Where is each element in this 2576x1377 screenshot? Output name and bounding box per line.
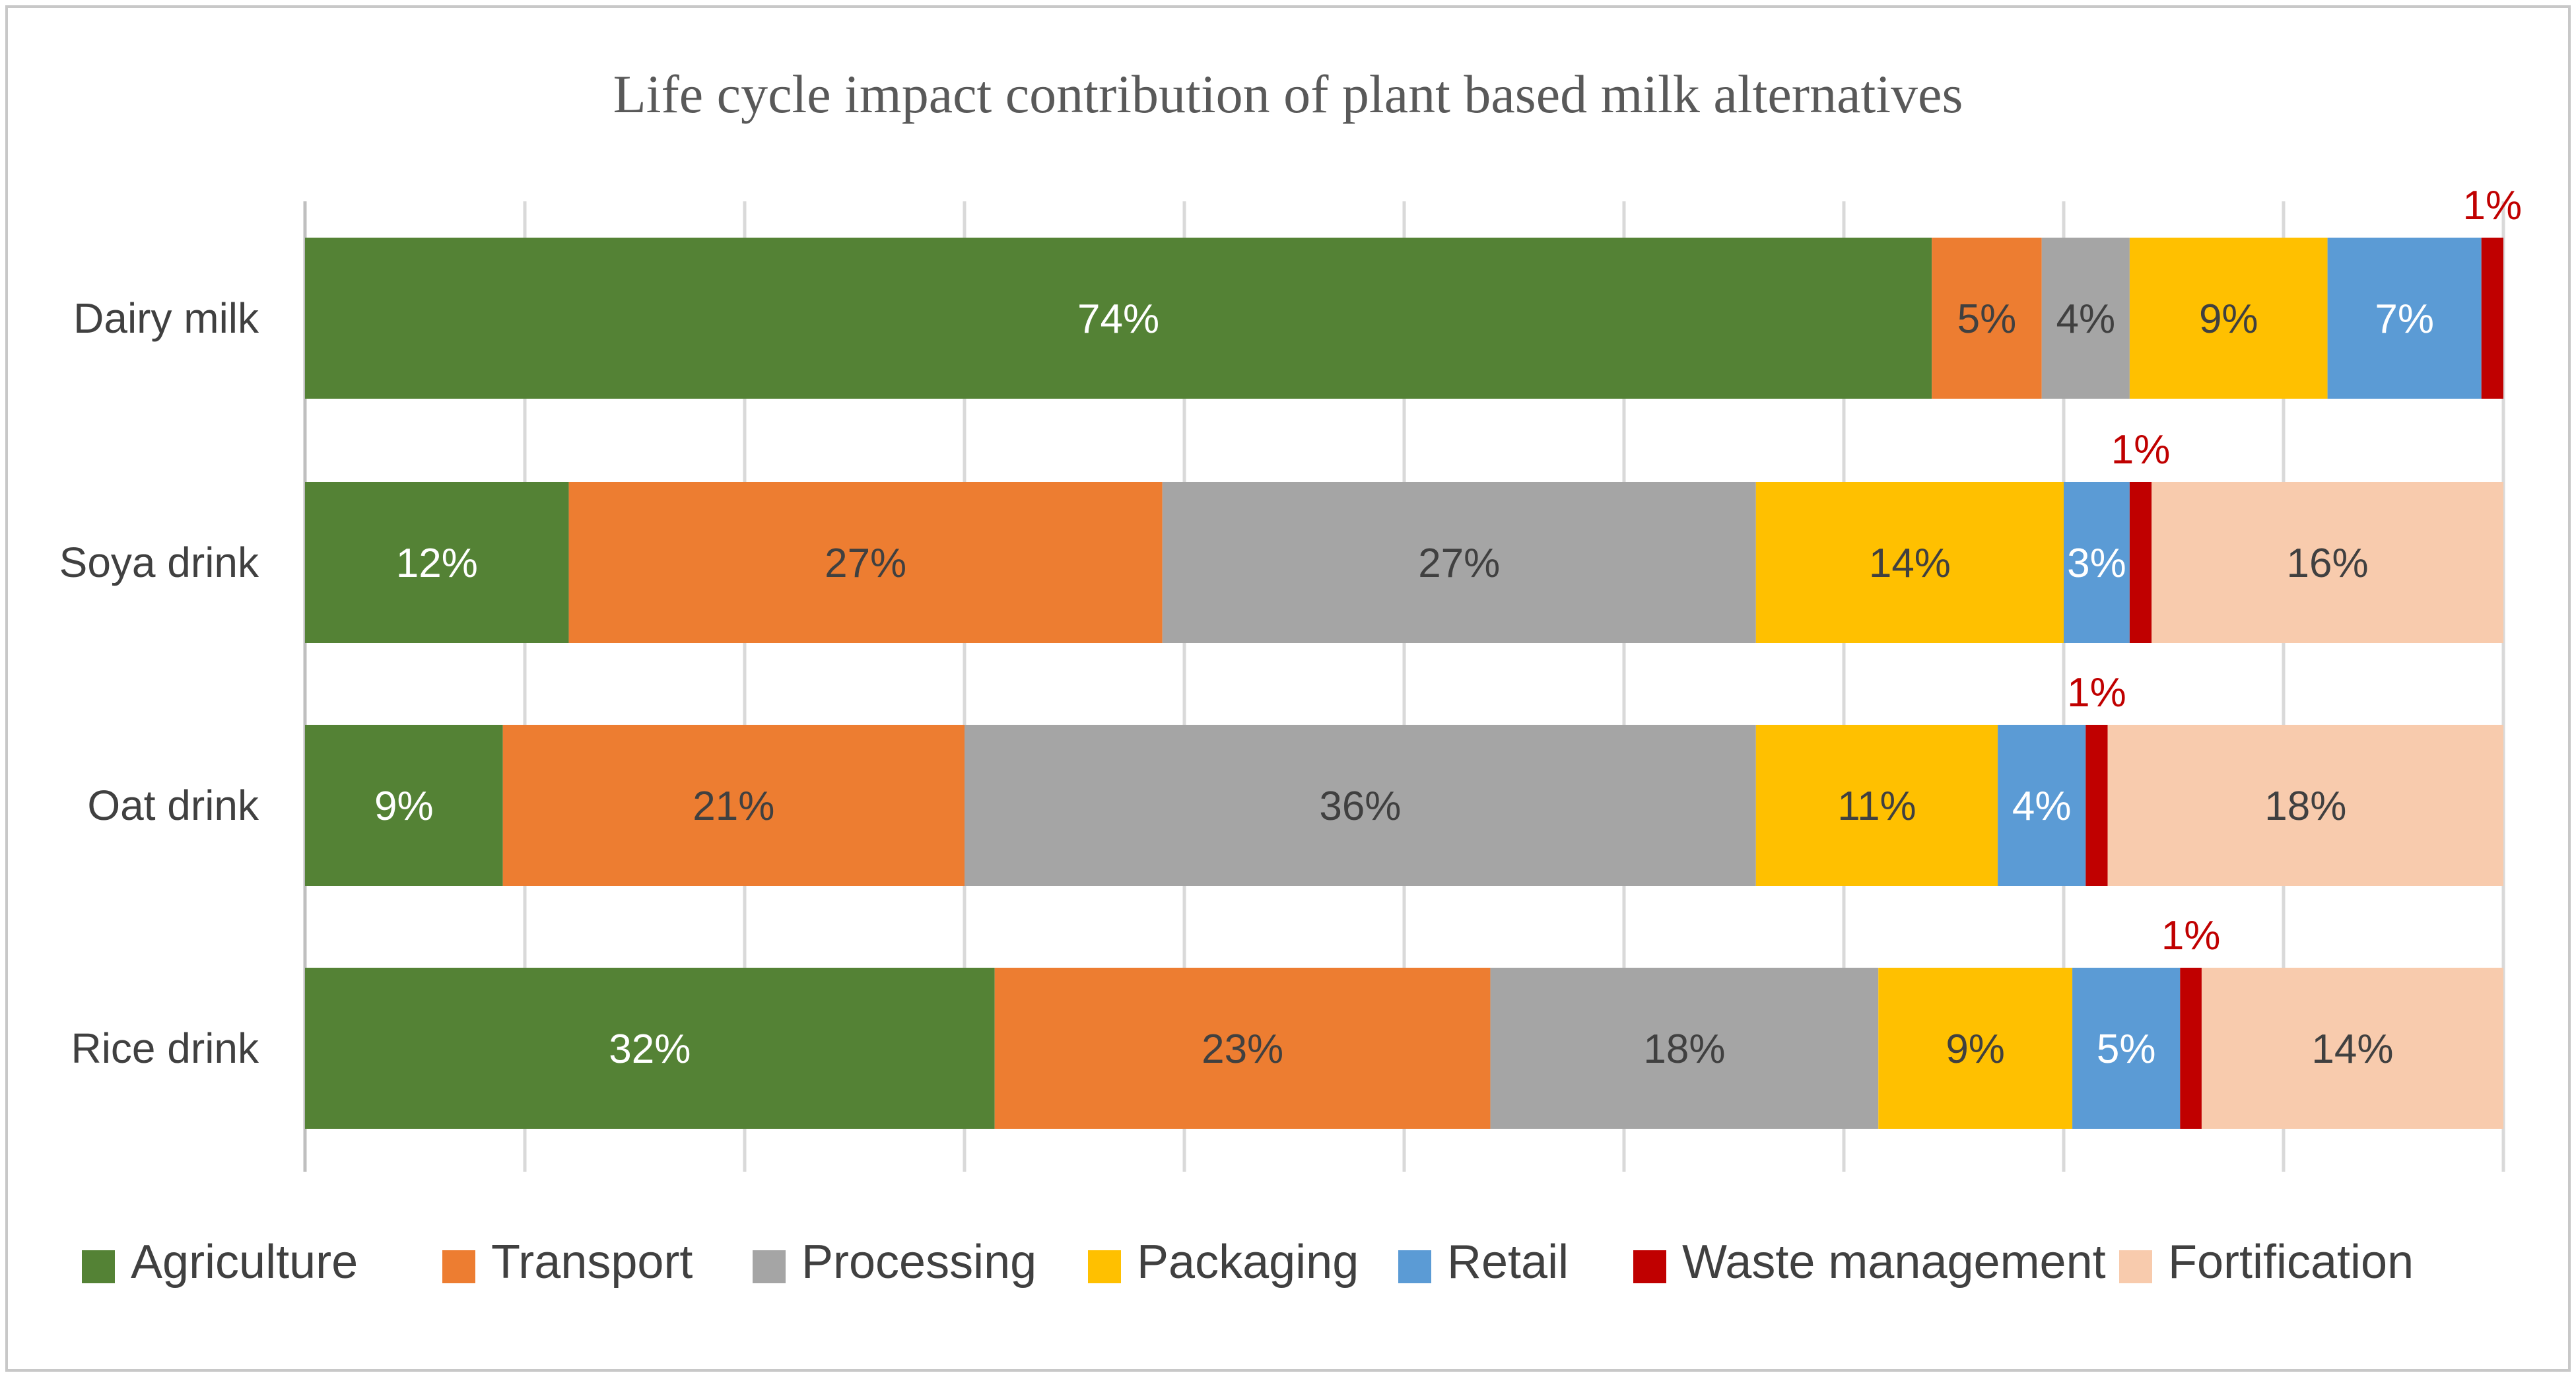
bar-rice-drink-retail [2072,968,2181,1129]
bar-oat-drink-waste-management [2085,725,2108,886]
data-label-oat-drink-transport: 21% [693,784,774,829]
data-label-soya-drink-fortification: 16% [2287,541,2369,586]
chart-frame [5,5,2571,1372]
data-label-dairy-milk-packaging: 9% [2199,296,2258,342]
data-label-dairy-milk-retail: 7% [2375,296,2434,342]
bar-oat-drink-processing [965,725,1756,886]
bar-oat-drink-agriculture [305,725,503,886]
bars [305,238,2503,1129]
bar-rice-drink-transport [994,968,1491,1129]
legend-swatch-waste-management [1633,1250,1666,1283]
bar-rice-drink-packaging [1878,968,2073,1129]
category-label-dairy-milk: Dairy milk [73,294,259,342]
data-label-dairy-milk-agriculture: 74% [1077,296,1159,342]
data-label-soya-drink-retail: 3% [2067,541,2126,586]
bar-soya-drink-packaging [1755,482,2064,643]
data-label-oat-drink-processing: 36% [1319,784,1401,829]
data-label-dairy-milk-waste-management: 1% [2463,183,2523,228]
bar-soya-drink-fortification [2152,482,2503,643]
bar-soya-drink-waste-management [2129,482,2152,643]
data-label-soya-drink-waste-management: 1% [2111,427,2171,473]
bar-dairy-milk-processing [2041,238,2130,399]
data-label-soya-drink-agriculture: 12% [396,541,478,586]
data-label-dairy-milk-transport: 5% [1957,296,2017,342]
bar-soya-drink-retail [2064,482,2130,643]
data-label-rice-drink-waste-management: 1% [2161,913,2221,958]
legend-label-transport: Transport [491,1236,693,1289]
bar-dairy-milk-packaging [2129,238,2328,399]
legend-swatch-processing [753,1250,786,1283]
legend: Agriculture Transport Processing Packaging R… [82,1236,2414,1289]
bar-rice-drink-processing [1490,968,1879,1129]
category-label-soya-drink: Soya drink [59,539,259,586]
legend-swatch-fortification [2119,1250,2152,1283]
bar-rice-drink-waste-management [2180,968,2202,1129]
data-label-rice-drink-retail: 5% [2097,1026,2156,1072]
legend-label-waste-management: Waste management [1682,1236,2106,1289]
data-label-oat-drink-fortification: 18% [2264,784,2346,829]
data-label-rice-drink-transport: 23% [1202,1026,1283,1072]
data-label-soya-drink-transport: 27% [825,541,906,586]
data-label-rice-drink-fortification: 14% [2311,1026,2393,1072]
category-label-rice-drink: Rice drink [71,1024,259,1072]
data-label-oat-drink-agriculture: 9% [374,784,434,829]
bar-oat-drink-packaging [1755,725,1998,886]
legend-swatch-packaging [1088,1250,1121,1283]
data-label-oat-drink-retail: 4% [2012,784,2072,829]
legend-label-packaging: Packaging [1137,1236,1359,1289]
bar-dairy-milk-waste-management [2481,238,2503,399]
bar-soya-drink-processing [1162,482,1756,643]
bar-dairy-milk-agriculture [305,238,1932,399]
data-label-rice-drink-packaging: 9% [1946,1026,2005,1072]
data-label-oat-drink-packaging: 11% [1837,784,1916,829]
bar-oat-drink-fortification [2107,725,2503,886]
data-label-oat-drink-waste-management: 1% [2067,670,2126,716]
legend-label-agriculture: Agriculture [131,1236,358,1289]
category-labels: Dairy milk 74% 5% 4% 9% 7% 1% Soya drink 12% 27% 2… [59,183,2523,1072]
chart-title: Life cycle impact contribution of plant … [613,64,1963,124]
legend-label-fortification: Fortification [2168,1236,2414,1289]
bar-rice-drink-agriculture [305,968,995,1129]
data-label-rice-drink-agriculture: 32% [609,1026,691,1072]
legend-label-processing: Processing [801,1236,1036,1289]
bar-oat-drink-transport [502,725,965,886]
legend-label-retail: Retail [1447,1236,1569,1289]
data-label-dairy-milk-processing: 4% [2056,296,2115,342]
data-label-soya-drink-packaging: 14% [1869,541,1951,586]
data-label-rice-drink-processing: 18% [1643,1026,1725,1072]
bar-dairy-milk-transport [1932,238,2042,399]
bar-soya-drink-transport [568,482,1163,643]
data-label-soya-drink-processing: 27% [1418,541,1500,586]
legend-swatch-transport [442,1250,475,1283]
bar-oat-drink-retail [1998,725,2086,886]
bar-soya-drink-agriculture [305,482,569,643]
category-label-oat-drink: Oat drink [87,782,259,829]
bar-rice-drink-fortification [2201,968,2503,1129]
bar-dairy-milk-retail [2327,238,2482,399]
legend-swatch-agriculture [82,1250,115,1283]
legend-swatch-retail [1398,1250,1431,1283]
